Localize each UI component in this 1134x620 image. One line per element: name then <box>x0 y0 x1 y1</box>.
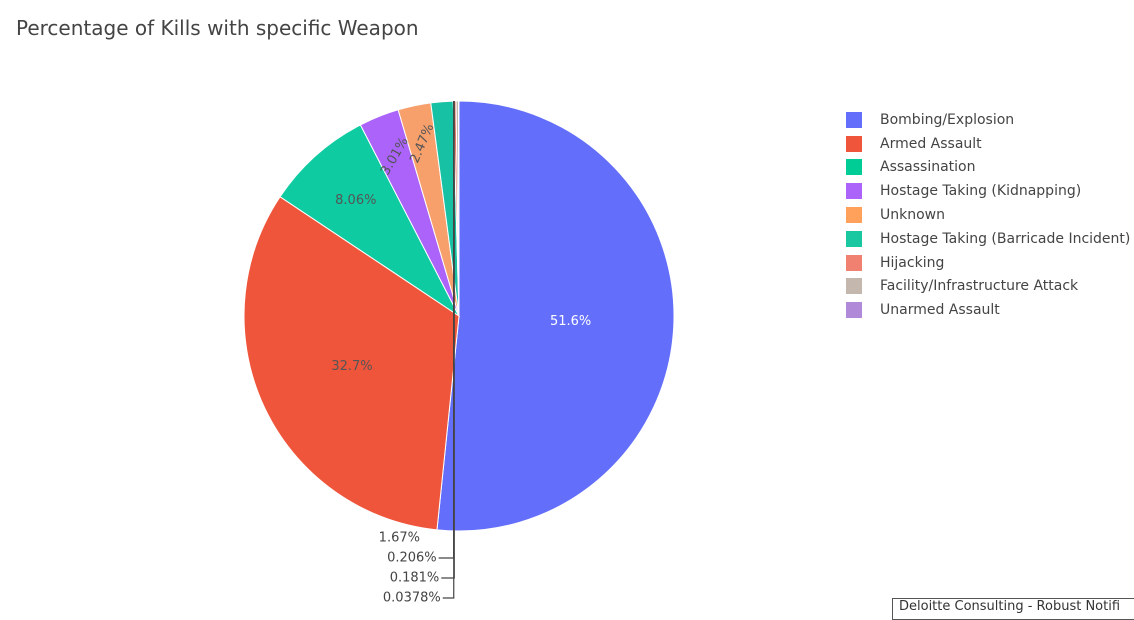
pie-labels: 51.6%32.7%8.06%3.01%2.47%1.67%0.206%0.18… <box>331 122 591 606</box>
chart-title: Percentage of Kills with specific Weapon <box>16 16 419 40</box>
legend-item[interactable]: Bombing/Explosion <box>846 108 1130 132</box>
pie-slice-2[interactable] <box>279 124 461 318</box>
label-leader-lines <box>438 101 455 599</box>
legend-swatch <box>846 207 862 224</box>
pie-slice-8[interactable] <box>457 100 460 317</box>
legend-item[interactable]: Unarmed Assault <box>846 298 1130 322</box>
legend-label: Hijacking <box>880 254 945 271</box>
legend-label: Bombing/Explosion <box>880 111 1015 128</box>
legend-label: Facility/Infrastructure Attack <box>880 278 1079 295</box>
slice-label-8: 0.0378% <box>383 591 441 606</box>
legend-label: Unknown <box>880 207 945 224</box>
slice-label-0: 51.6% <box>550 314 591 329</box>
slice-label-1: 32.7% <box>331 359 372 374</box>
legend-item[interactable]: Assassination <box>846 156 1130 180</box>
legend-item[interactable]: Hostage Taking (Kidnapping) <box>846 179 1130 203</box>
slice-label-5: 1.67% <box>379 531 420 546</box>
pie-slices <box>243 100 675 532</box>
legend-label: Unarmed Assault <box>880 302 1000 319</box>
legend-item[interactable]: Facility/Infrastructure Attack <box>846 275 1130 299</box>
legend-swatch <box>846 183 862 200</box>
pie-slice-1[interactable] <box>243 196 460 531</box>
leader-line-8 <box>442 101 455 599</box>
legend-label: Hostage Taking (Kidnapping) <box>880 183 1082 200</box>
legend-label: Assassination <box>880 159 976 176</box>
pie-slice-0[interactable] <box>436 100 675 532</box>
legend-swatch <box>846 254 862 271</box>
legend-swatch <box>846 159 862 176</box>
legend-swatch <box>846 230 862 247</box>
legend-swatch <box>846 135 862 152</box>
legend: Bombing/Explosion Armed Assault Assassinat… <box>846 108 1130 322</box>
legend-item[interactable]: Unknown <box>846 203 1130 227</box>
legend-item[interactable]: Hijacking <box>846 251 1130 275</box>
legend-swatch <box>846 278 862 295</box>
legend-label: Armed Assault <box>880 135 982 152</box>
slice-label-6: 0.206% <box>387 551 437 566</box>
slice-label-2: 8.06% <box>335 193 376 208</box>
legend-label: Hostage Taking (Barricade Incident) <box>880 230 1131 247</box>
slice-label-7: 0.181% <box>390 571 440 586</box>
legend-swatch <box>846 111 862 128</box>
legend-swatch <box>846 302 862 319</box>
footer-box: Deloitte Consulting - Robust Notifi <box>892 598 1134 620</box>
legend-item[interactable]: Hostage Taking (Barricade Incident) <box>846 227 1130 251</box>
legend-item[interactable]: Armed Assault <box>846 132 1130 156</box>
